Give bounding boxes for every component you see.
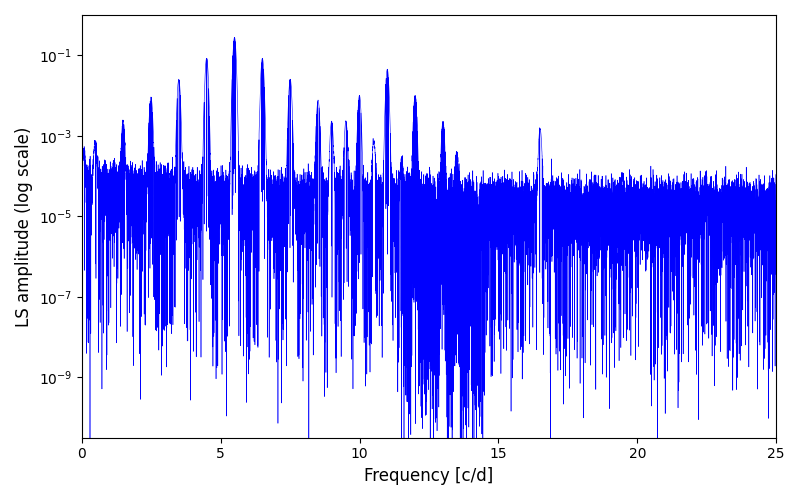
Y-axis label: LS amplitude (log scale): LS amplitude (log scale) — [15, 126, 33, 326]
X-axis label: Frequency [c/d]: Frequency [c/d] — [364, 467, 494, 485]
